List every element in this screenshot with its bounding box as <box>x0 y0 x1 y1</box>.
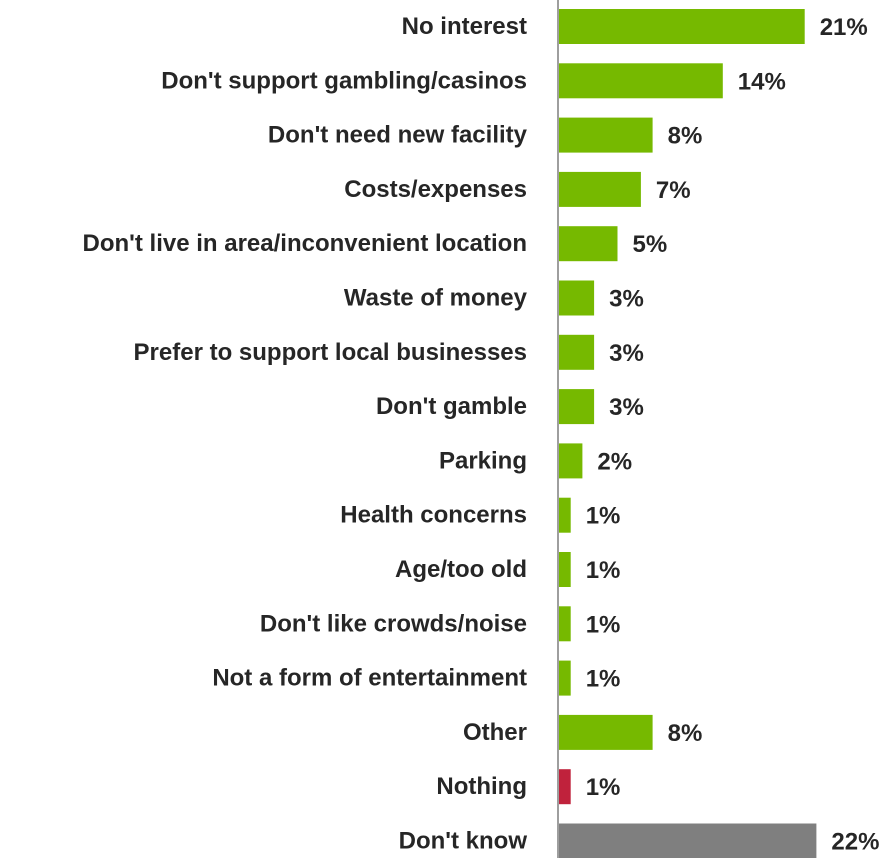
bar <box>559 389 595 425</box>
bar <box>559 443 583 479</box>
category-label: Health concerns <box>340 502 527 529</box>
bar <box>559 714 653 750</box>
bar <box>559 660 571 696</box>
bar <box>559 552 571 587</box>
value-label: 8% <box>668 720 703 747</box>
category-label: Nothing <box>436 773 527 800</box>
category-labels-group: No interest Don't support gambling/casino… <box>83 13 528 855</box>
value-label: 2% <box>597 448 632 475</box>
value-label: 7% <box>656 177 691 204</box>
bar <box>559 823 817 858</box>
category-label: Not a form of entertainment <box>212 665 527 692</box>
category-label: Parking <box>439 447 527 474</box>
bar <box>559 117 653 153</box>
value-label: 21% <box>820 14 868 41</box>
category-label: Other <box>463 719 527 746</box>
bar <box>559 606 571 642</box>
value-label: 3% <box>609 286 644 313</box>
category-label: Age/too old <box>395 556 527 583</box>
bar <box>559 497 571 533</box>
category-label: Don't know <box>399 828 528 855</box>
bar <box>559 171 641 207</box>
bar <box>559 769 571 805</box>
category-label: Costs/expenses <box>344 176 527 203</box>
value-label: 1% <box>586 666 621 693</box>
value-label: 1% <box>586 774 621 801</box>
value-label: 8% <box>668 123 703 150</box>
value-label: 1% <box>586 611 621 638</box>
category-label: Don't support gambling/casinos <box>161 67 527 94</box>
category-label: Don't need new facility <box>268 122 528 149</box>
bar <box>559 226 618 262</box>
category-label: Don't gamble <box>376 393 527 420</box>
value-labels-group: 21% 14% 8% 7% 5% 3% 3% 3% 2% 1% 1% 1% 1% 8% 1% 22% <box>586 14 880 856</box>
value-label: 1% <box>586 503 621 530</box>
value-label: 3% <box>609 394 644 421</box>
category-label: Prefer to support local businesses <box>134 339 527 366</box>
value-label: 22% <box>831 829 879 856</box>
bar <box>559 63 723 99</box>
bar <box>559 334 595 370</box>
value-label: 14% <box>738 68 786 95</box>
value-label: 1% <box>586 557 621 584</box>
value-label: 3% <box>609 340 644 367</box>
bar <box>559 280 595 316</box>
bar <box>559 9 805 44</box>
value-label: 5% <box>633 231 668 258</box>
bars-group <box>559 9 817 858</box>
category-label: Don't like crowds/noise <box>260 610 527 637</box>
category-label: No interest <box>402 13 527 40</box>
category-label: Waste of money <box>344 285 528 312</box>
category-label: Don't live in area/inconvenient location <box>83 230 527 257</box>
